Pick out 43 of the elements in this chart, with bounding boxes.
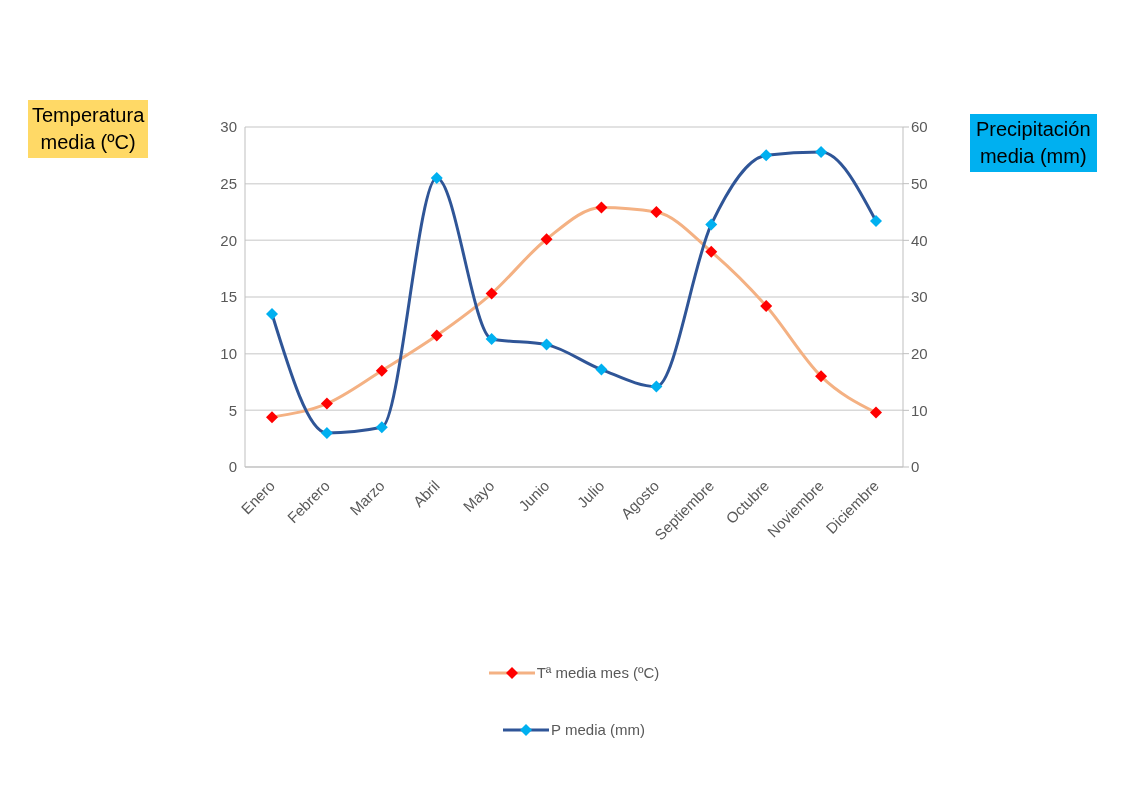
legend-label: P media (mm) xyxy=(551,721,645,738)
point xyxy=(595,363,608,376)
y2-tick-label: 0 xyxy=(911,458,920,476)
y-tick-label: 10 xyxy=(220,344,237,362)
point xyxy=(705,245,718,258)
y-tick-label: 20 xyxy=(220,231,237,249)
y2-tick-label: 60 xyxy=(911,118,928,136)
point xyxy=(266,411,278,424)
point xyxy=(815,370,828,383)
y2-tick-label: 20 xyxy=(911,344,928,362)
point xyxy=(760,300,773,313)
y2-tick-label: 10 xyxy=(911,401,928,419)
point xyxy=(540,338,553,351)
legend-label: Tª media mes (ºC) xyxy=(536,664,660,681)
point xyxy=(760,149,773,162)
y2-tick-label: 40 xyxy=(911,231,928,249)
point xyxy=(485,332,498,345)
point xyxy=(320,397,333,410)
point xyxy=(430,329,443,342)
point xyxy=(430,172,443,184)
point xyxy=(375,421,388,434)
point xyxy=(595,201,608,214)
point xyxy=(870,215,882,228)
point xyxy=(650,380,663,393)
point xyxy=(705,218,718,231)
x-tick-label: Julio xyxy=(573,476,608,511)
point xyxy=(650,206,663,218)
y-axis-title: Temperatura media (ºC) xyxy=(28,100,149,158)
point xyxy=(815,145,828,158)
y-tick-label: 25 xyxy=(220,174,237,192)
y2-tick-label: 30 xyxy=(911,288,928,306)
point xyxy=(375,364,388,377)
y2-tick-label: 50 xyxy=(911,174,928,192)
y-tick-label: 15 xyxy=(220,288,237,306)
y-tick-label: 0 xyxy=(228,458,237,476)
y-tick-label: 5 xyxy=(228,401,237,419)
point xyxy=(485,287,498,300)
point xyxy=(266,308,278,320)
y2-axis-title: Precipitación media (mm) xyxy=(970,114,1097,172)
point xyxy=(870,406,882,419)
point xyxy=(320,427,333,439)
point xyxy=(540,233,553,246)
y-tick-label: 30 xyxy=(220,118,237,136)
